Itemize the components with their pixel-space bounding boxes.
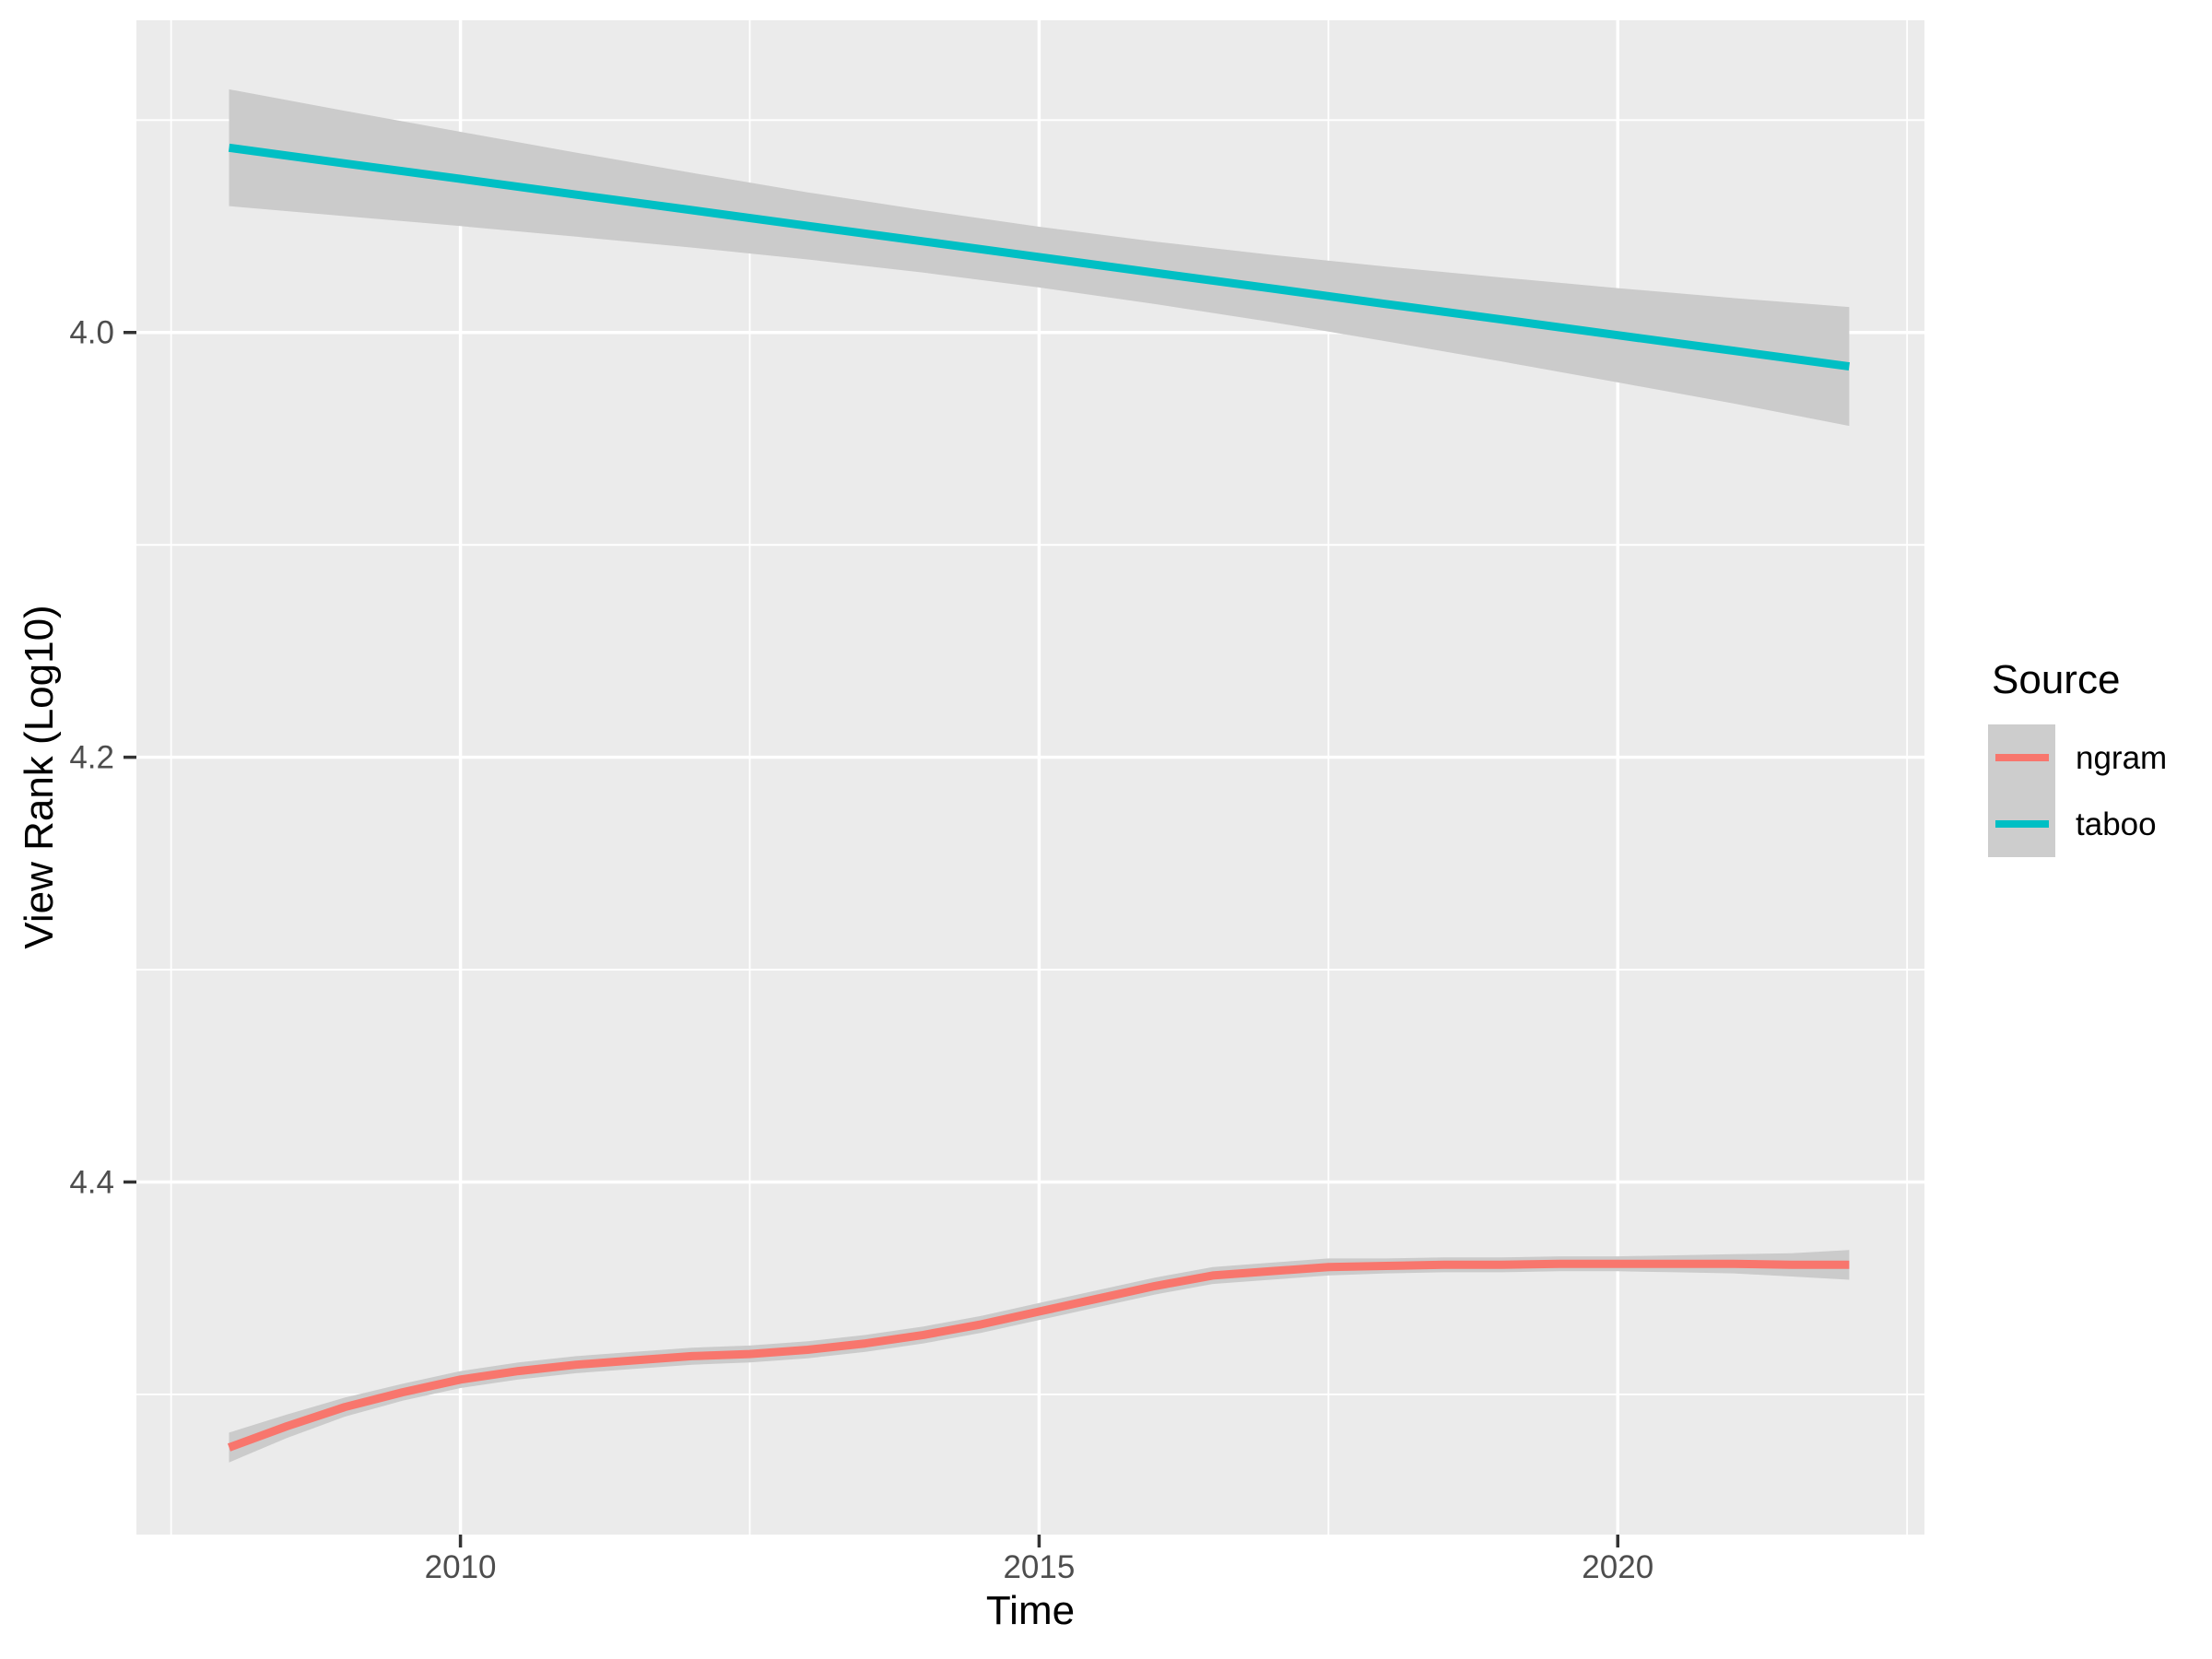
legend-entry-ngram: ngram — [1988, 724, 2167, 791]
legend-label: ngram — [2076, 739, 2168, 776]
trend-lines — [227, 143, 1851, 1452]
trend-line-taboo — [228, 143, 1851, 371]
axis-tick-marks — [124, 330, 1619, 1547]
legend-key-line-icon — [1994, 754, 2049, 761]
y-tick-label: 4.2 — [69, 740, 114, 776]
x-tick-label: 2020 — [1582, 1549, 1653, 1585]
x-tick-label: 2010 — [425, 1549, 497, 1585]
axis-tick-labels: 2010 2015 2020 4.0 4.2 4.4 — [69, 315, 1653, 1585]
legend-label: taboo — [2076, 806, 2157, 842]
legend-entries: ngram taboo — [1988, 724, 2167, 857]
legend-key-swatch — [1988, 724, 2055, 791]
legend-entry-taboo: taboo — [1988, 791, 2167, 857]
legend-key-swatch — [1988, 791, 2055, 857]
trend-line-ngram — [227, 1259, 1850, 1452]
x-tick-label: 2015 — [1003, 1549, 1075, 1585]
y-tick-label: 4.0 — [69, 315, 114, 351]
legend-title: Source — [1992, 657, 2121, 702]
x-axis-title: Time — [985, 1588, 1076, 1633]
y-tick-label: 4.4 — [69, 1164, 114, 1200]
legend: Source ngram taboo — [1988, 660, 2167, 857]
ci-ribbon-ngram — [229, 1250, 1850, 1463]
y-axis-title: View Rank (Log10) — [17, 605, 62, 949]
legend-key-line-icon — [1994, 820, 2049, 828]
